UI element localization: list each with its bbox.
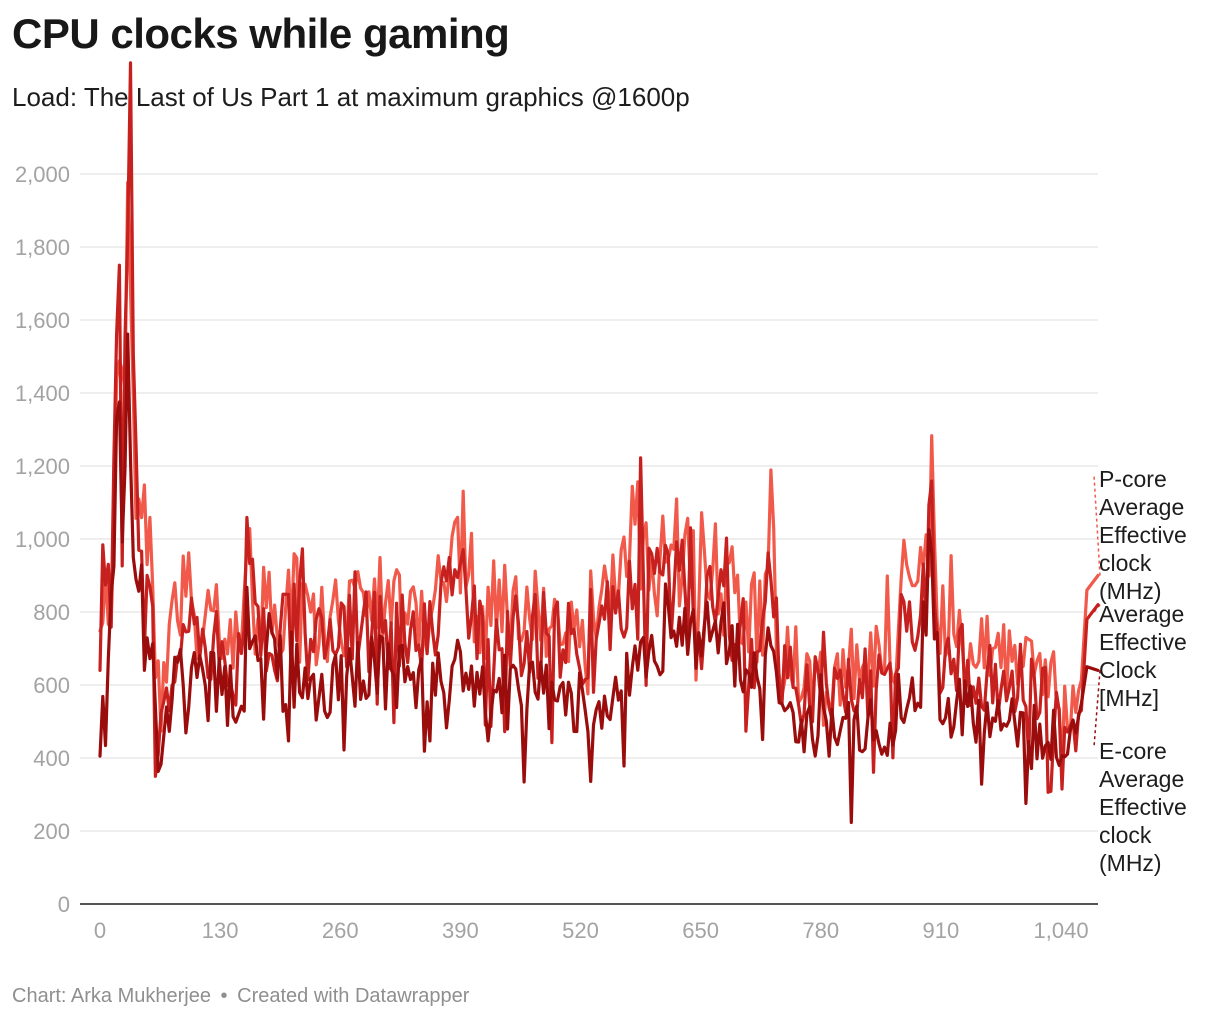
footer-tool: Created with Datawrapper bbox=[237, 985, 470, 1007]
x-tick-label: 650 bbox=[682, 918, 719, 943]
y-tick-label: 600 bbox=[33, 673, 70, 698]
grid-lines bbox=[80, 173, 1098, 905]
series-label: P-core Average Effective clock (MHz) bbox=[1099, 466, 1187, 604]
x-tick-label: 390 bbox=[442, 918, 479, 943]
y-tick-label: 1,400 bbox=[15, 381, 70, 406]
y-tick-label: 200 bbox=[33, 819, 70, 844]
y-tick-label: 1,800 bbox=[15, 235, 70, 260]
y-tick-label: 0 bbox=[58, 892, 70, 917]
chart-subtitle: Load: The Last of Us Part 1 at maximum g… bbox=[12, 82, 690, 112]
footer-separator: • bbox=[220, 985, 228, 1007]
chart-footer: Chart: Arka Mukherjee • Created with Dat… bbox=[12, 985, 469, 1008]
series-label: Average Effective Clock [MHz] bbox=[1099, 601, 1187, 711]
line-chart: 0 200 400 600 800 1,000 1,200 1,400 1,600 1,800 2,… bbox=[15, 61, 1187, 943]
footer-author: Chart: Arka Mukherjee bbox=[12, 985, 211, 1007]
series-line bbox=[98, 61, 1100, 794]
y-tick-label: 1,600 bbox=[15, 308, 70, 333]
x-tick-label: 910 bbox=[923, 918, 960, 943]
x-tick-label: 0 bbox=[94, 918, 106, 943]
x-axis-ticks: 0 130 260 390 520 650 780 910 1,040 bbox=[94, 918, 1089, 943]
series-label-connector bbox=[1093, 604, 1101, 613]
x-tick-label: 130 bbox=[202, 918, 239, 943]
x-tick-label: 260 bbox=[322, 918, 359, 943]
series-line bbox=[98, 332, 1100, 825]
x-tick-label: 780 bbox=[802, 918, 839, 943]
y-tick-label: 1,200 bbox=[15, 454, 70, 479]
series-labels: P-core Average Effective clock (MHz)Average E… bbox=[1093, 466, 1187, 876]
y-tick-label: 400 bbox=[33, 746, 70, 771]
y-tick-label: 1,000 bbox=[15, 527, 70, 552]
x-tick-label: 520 bbox=[562, 918, 599, 943]
chart-title: CPU clocks while gaming bbox=[12, 10, 510, 57]
series-label-connector bbox=[1093, 670, 1101, 748]
series-line bbox=[98, 180, 1100, 773]
x-tick-label: 1,040 bbox=[1034, 918, 1089, 943]
y-tick-label: 800 bbox=[33, 600, 70, 625]
y-axis-ticks: 0 200 400 600 800 1,000 1,200 1,400 1,600 1,800 2,… bbox=[15, 162, 70, 917]
y-tick-label: 2,000 bbox=[15, 162, 70, 187]
series-lines bbox=[98, 61, 1100, 825]
series-label: E-core Average Effective clock (MHz) bbox=[1099, 738, 1187, 876]
series-label-connector bbox=[1093, 474, 1101, 576]
